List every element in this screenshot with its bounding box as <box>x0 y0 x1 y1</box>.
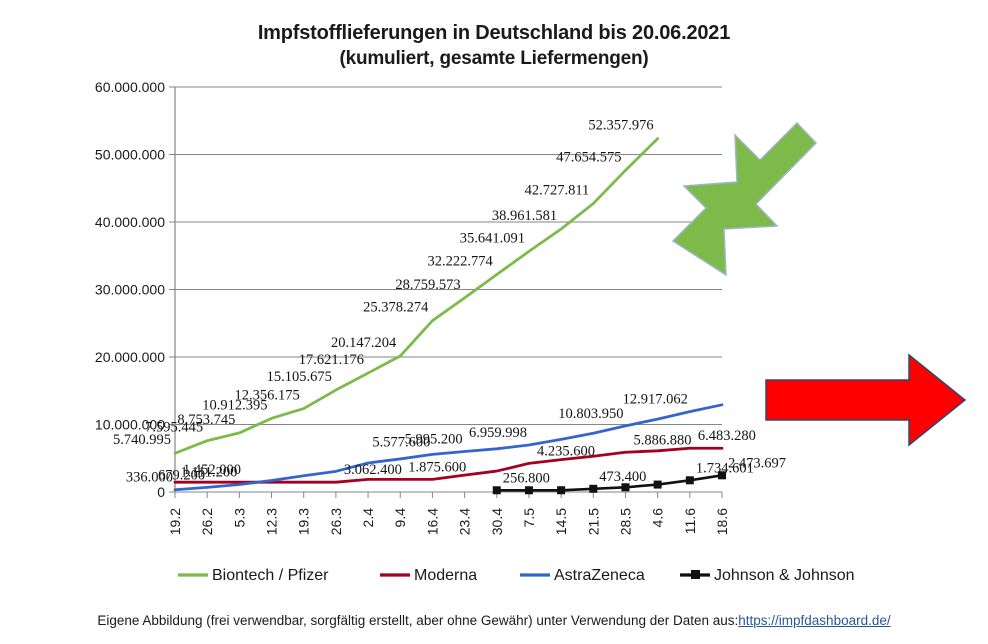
data-point-label: 679.200 <box>158 467 205 483</box>
page-title: Impfstofflieferungen in Deutschland bis … <box>257 22 731 44</box>
x-axis-tick-label: 5.3 <box>231 508 247 528</box>
data-point-label: 1.734.601 <box>696 460 754 476</box>
data-point-label: 5.886.880 <box>633 432 691 448</box>
x-axis-tick-label: 19.3 <box>296 508 312 535</box>
green-up-arrow-icon <box>671 121 818 277</box>
legend-label-0[interactable]: Biontech / Pfizer <box>212 567 329 584</box>
x-axis-tick-label: 21.5 <box>585 508 601 535</box>
y-axis-tick-label: 40.000.000 <box>95 214 165 230</box>
data-point-label: 28.759.573 <box>395 277 460 293</box>
series-marker <box>492 486 501 495</box>
source-link[interactable]: https://impfdashboard.de/ <box>738 613 891 628</box>
data-point-label: 5.740.995 <box>113 432 171 448</box>
data-point-label: 25.378.274 <box>363 300 429 316</box>
footer: Eigene Abbildung (frei verwendbar, sorgf… <box>0 613 988 628</box>
data-point-label: 6.483.280 <box>698 428 756 444</box>
data-labels: 5.740.9957.595.4458.753.74510.912.39512.… <box>113 118 786 487</box>
data-point-label: 256.800 <box>503 470 550 486</box>
y-axis-tick-label: 0 <box>157 484 165 500</box>
x-axis-tick-label: 26.3 <box>328 508 344 535</box>
x-axis-tick-label: 18.6 <box>714 508 730 535</box>
series-marker <box>589 484 598 493</box>
data-point-label: 5.995.200 <box>405 432 463 448</box>
series-marker <box>685 476 694 485</box>
y-axis-tick-label: 30.000.000 <box>95 282 165 298</box>
data-point-label: 35.641.091 <box>460 230 525 246</box>
x-axis-tick-label: 12.3 <box>264 508 280 535</box>
data-point-label: 38.961.581 <box>492 208 557 224</box>
annotation-arrows <box>671 121 967 447</box>
series-marker <box>524 486 533 495</box>
x-axis-tick-label: 19.2 <box>167 508 183 535</box>
data-point-label: 12.917.062 <box>623 392 688 408</box>
data-point-label: 7.595.445 <box>145 420 203 436</box>
data-point-label: 42.727.811 <box>525 183 590 199</box>
x-axis-tick-label: 14.5 <box>553 508 569 535</box>
data-point-label: 473.400 <box>599 469 646 485</box>
data-point-label: 4.235.600 <box>537 443 595 459</box>
x-axis-tick-label: 7.5 <box>521 508 537 528</box>
series-marker <box>557 486 566 495</box>
chart-legend: Biontech / Pfizer Moderna AstraZeneca Johns… <box>178 567 855 584</box>
data-point-label: 52.357.976 <box>588 118 653 134</box>
x-axis-tick-label: 30.4 <box>489 508 505 535</box>
legend-marker-3 <box>691 570 700 579</box>
chart-subtitle: (kumuliert, gesamte Liefermengen) <box>339 48 649 69</box>
y-axis-tick-label: 50.000.000 <box>95 147 165 163</box>
data-point-label: 1.875.600 <box>408 459 466 475</box>
data-point-label: 12.356.175 <box>234 388 299 404</box>
data-point-label: 6.959.998 <box>469 425 527 441</box>
data-point-label: 336.000 <box>126 470 173 486</box>
data-point-label: 2.473.697 <box>728 455 786 471</box>
x-axis-tick-label: 11.6 <box>682 508 698 534</box>
data-point-label: 15.105.675 <box>267 369 332 385</box>
y-axis-tick-label: 10.000.000 <box>95 417 165 433</box>
x-axis-tick-label: 4.6 <box>650 508 666 528</box>
data-point-label: 5.577.600 <box>372 434 430 450</box>
data-point-label: 1.452.000 <box>183 462 241 478</box>
x-axis-ticks: 19.2 26.2 5.3 12.3 19.3 26.3 2.4 9.4 16.4 23.4 30.… <box>167 492 730 535</box>
data-point-label: 20.147.204 <box>331 335 397 351</box>
y-axis-ticks: 0 10.000.000 20.000.000 30.000.000 40.000.00… <box>95 79 175 500</box>
data-point-label: 8.753.745 <box>177 412 235 428</box>
x-axis-tick-label: 28.5 <box>617 508 633 535</box>
data-point-label: 3.062.400 <box>344 462 402 478</box>
data-point-label: 10.912.395 <box>202 397 267 413</box>
legend-label-2[interactable]: AstraZeneca <box>554 567 645 584</box>
data-point-label: 1.111.200 <box>180 464 237 480</box>
x-axis-tick-label: 23.4 <box>457 508 473 535</box>
chart-title-block: Impfstofflieferungen in Deutschland bis … <box>0 22 988 70</box>
legend-label-1[interactable]: Moderna <box>414 567 477 584</box>
data-point-label: 32.222.774 <box>428 253 494 269</box>
y-axis-tick-label: 60.000.000 <box>95 79 165 95</box>
x-axis-tick-label: 16.4 <box>424 508 440 535</box>
data-series <box>173 137 726 495</box>
footer-text: Eigene Abbildung (frei verwendbar, sorgf… <box>97 613 739 628</box>
series-marker <box>718 471 726 480</box>
x-axis-tick-label: 26.2 <box>199 508 215 535</box>
series-line-biontech-pfizer <box>173 137 660 455</box>
chart-plot-area: 0 10.000.000 20.000.000 30.000.000 40.000.00… <box>95 79 967 584</box>
series-line-johnson-johnson <box>495 474 724 492</box>
series-marker <box>621 483 630 492</box>
data-point-label: 17.621.176 <box>299 352 364 368</box>
legend-label-3[interactable]: Johnson & Johnson <box>714 567 855 584</box>
data-point-label: 10.803.950 <box>558 406 623 422</box>
x-axis-tick-label: 2.4 <box>360 508 376 528</box>
data-point-label: 47.654.575 <box>556 149 621 165</box>
series-marker <box>653 480 662 489</box>
y-axis-tick-label: 20.000.000 <box>95 349 165 365</box>
series-line-astrazeneca <box>173 403 724 492</box>
x-axis-tick-label: 9.4 <box>392 508 408 528</box>
red-right-arrow-icon <box>765 353 967 447</box>
